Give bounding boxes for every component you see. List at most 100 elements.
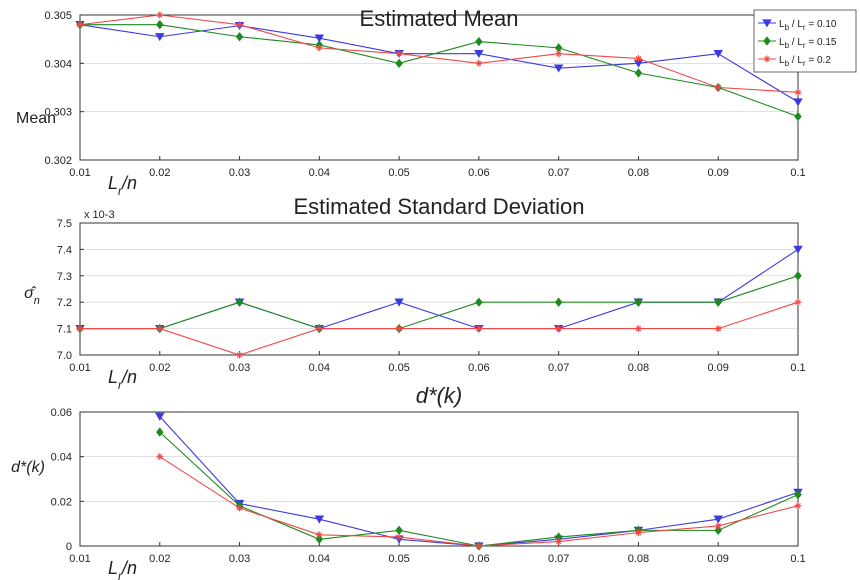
legend-marker [762, 19, 772, 28]
legend-label: Lb / Lr = 0.10 [779, 19, 837, 32]
data-point [555, 50, 563, 58]
data-point [635, 55, 642, 62]
y-scale-label: x 10-3 [84, 209, 115, 221]
y-tick-label: 0 [66, 541, 72, 553]
data-point [554, 297, 563, 307]
x-tick-label: 0.09 [708, 167, 729, 179]
data-point [235, 297, 244, 307]
y-tick-label: 0.302 [44, 155, 72, 167]
x-tick-label: 0.06 [468, 553, 489, 565]
data-point [395, 50, 403, 58]
y-tick-label: 7.4 [57, 244, 72, 256]
x-axis-label: Lr/n [108, 173, 137, 198]
data-point [156, 325, 164, 332]
series-line-2 [159, 431, 799, 547]
legend: Lb / Lr = 0.10 Lb / Lr = 0.15 Lb / Lr = 0.… [753, 9, 857, 73]
y-tick-label: 7.2 [57, 297, 72, 309]
data-point [555, 325, 563, 332]
x-tick-label: 0.02 [149, 553, 170, 565]
data-point [794, 489, 802, 500]
x-tick-label: 0.1 [790, 553, 805, 565]
data-point [156, 19, 164, 30]
chart-title: Estimated Mean [360, 6, 519, 31]
data-point [714, 325, 722, 332]
series-line-1 [159, 416, 799, 547]
data-point [714, 84, 722, 91]
series-line-1 [80, 248, 799, 330]
data-point [794, 298, 802, 306]
x-tick-label: 0.09 [708, 553, 729, 565]
x-tick-label: 0.1 [790, 362, 805, 374]
data-point [76, 325, 84, 332]
data-point [794, 88, 802, 96]
x-tick-label: 0.08 [628, 362, 649, 374]
data-point [395, 325, 403, 332]
y-tick-label: 7.3 [57, 271, 72, 283]
data-point [395, 525, 403, 536]
data-point [474, 50, 484, 59]
x-tick-label: 0.06 [468, 362, 489, 374]
data-point [315, 531, 323, 539]
data-point [155, 33, 165, 42]
plot-frame [79, 222, 799, 356]
x-tick-label: 0.05 [388, 553, 409, 565]
x-tick-label: 0.07 [548, 553, 569, 565]
data-point [315, 325, 323, 332]
y-tick-label: 7.1 [57, 324, 72, 336]
data-point [793, 245, 803, 254]
data-point [236, 21, 243, 29]
y-tick-label: 0.305 [44, 10, 72, 22]
data-point [794, 271, 802, 281]
x-tick-label: 0.02 [149, 167, 170, 179]
y-tick-label: 0.303 [44, 107, 72, 119]
data-point [475, 325, 483, 332]
legend-label: Lb / Lr = 0.2 [779, 55, 831, 68]
data-point [156, 427, 164, 437]
data-point [236, 504, 243, 512]
x-tick-label: 0.05 [388, 362, 409, 374]
x-tick-label: 0.04 [309, 362, 330, 374]
series-line-3 [80, 301, 799, 356]
x-tick-label: 0.04 [309, 167, 330, 179]
data-point [555, 538, 563, 545]
data-point [714, 522, 722, 530]
data-point [635, 529, 642, 536]
data-point [314, 515, 325, 524]
data-point [794, 111, 802, 122]
chart-panel-1: 0.302 0.303 0.304 0.305 0.01 0.02 0.03 0.04 0.05… [16, 6, 806, 198]
data-point [315, 44, 323, 52]
series-line-2 [80, 275, 799, 330]
y-tick-label: 0.304 [44, 58, 72, 70]
data-point [475, 542, 483, 550]
x-tick-label: 0.06 [468, 167, 489, 179]
plot-frame [79, 14, 799, 161]
data-point [634, 68, 643, 78]
data-point [156, 11, 164, 19]
x-tick-label: 0.09 [708, 362, 729, 374]
chart-title: d*(k) [416, 383, 462, 408]
y-tick-label: 7.5 [57, 218, 72, 230]
y-tick-label: 7.0 [57, 350, 72, 362]
data-point [713, 50, 723, 59]
y-axis-label: d*(k) [11, 459, 45, 476]
data-point [235, 32, 244, 42]
series-line-3 [79, 14, 799, 93]
x-tick-label: 0.04 [309, 553, 330, 565]
data-point [794, 502, 802, 510]
legend-label: Lb / Lr = 0.15 [779, 37, 837, 50]
y-tick-label: 0.02 [51, 496, 72, 508]
x-tick-label: 0.02 [149, 362, 170, 374]
x-tick-label: 0.01 [69, 553, 90, 565]
x-tick-label: 0.01 [69, 167, 90, 179]
x-tick-label: 0.03 [229, 167, 250, 179]
x-tick-label: 0.07 [548, 167, 569, 179]
chart-title: Estimated Standard Deviation [293, 194, 584, 219]
x-tick-label: 0.08 [628, 167, 649, 179]
x-tick-label: 0.1 [790, 167, 805, 179]
data-point [395, 58, 403, 69]
data-point [156, 453, 164, 461]
data-point [475, 59, 483, 67]
data-point [236, 351, 243, 359]
x-tick-label: 0.08 [628, 553, 649, 565]
